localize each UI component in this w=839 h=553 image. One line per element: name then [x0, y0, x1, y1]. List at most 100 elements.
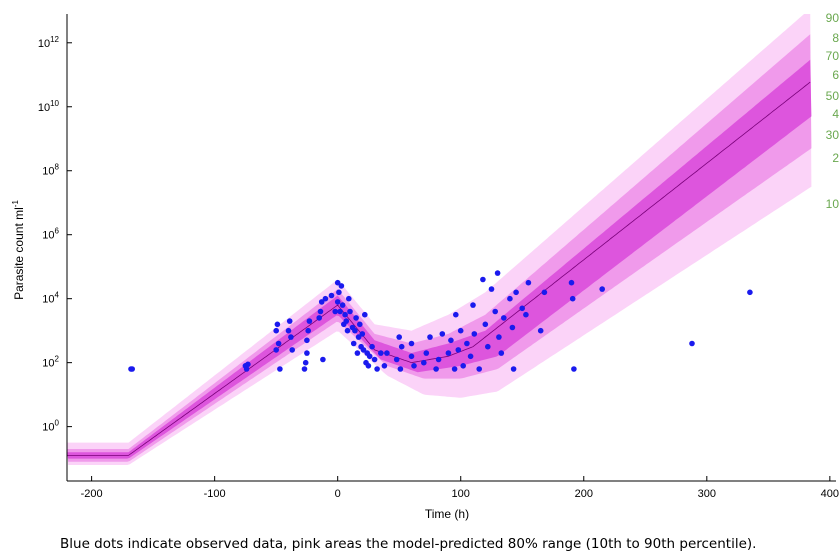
x-tick-label: 200 [575, 488, 593, 500]
data-point [306, 318, 313, 324]
data-point [569, 295, 576, 302]
band-inner [67, 59, 812, 459]
right-edge-label: 50 [825, 89, 839, 103]
data-point [599, 286, 605, 292]
data-point [398, 343, 405, 350]
data-point [448, 337, 454, 344]
observed-points [128, 270, 753, 372]
x-tick-label: 300 [698, 488, 716, 500]
data-point [285, 327, 292, 334]
data-point [501, 315, 507, 321]
data-point [485, 343, 491, 350]
data-point [366, 353, 373, 360]
data-point [371, 356, 378, 363]
data-point [747, 289, 753, 296]
data-point [360, 347, 367, 353]
data-point [353, 315, 359, 321]
data-point [433, 366, 439, 372]
x-tick-label: 400 [821, 488, 839, 500]
data-point [301, 366, 308, 372]
right-edge-label: 2 [832, 151, 839, 165]
right-edge-label: 4 [832, 107, 839, 121]
prediction-bands [67, 14, 812, 465]
data-point [344, 327, 351, 334]
data-point [304, 337, 310, 344]
data-point [445, 350, 452, 356]
right-edge-label: 10 [825, 197, 839, 211]
data-point [427, 334, 433, 340]
right-edge-label: 8 [832, 31, 839, 45]
data-point [347, 308, 353, 315]
data-point [513, 289, 519, 296]
data-point [464, 340, 470, 347]
data-point [393, 356, 400, 363]
data-point [305, 327, 312, 334]
data-point [317, 308, 324, 315]
data-point [316, 315, 323, 321]
y-tick-label: 106 [42, 227, 59, 242]
data-point [476, 366, 483, 372]
data-point [496, 334, 502, 340]
data-point [423, 350, 430, 356]
data-point [571, 366, 577, 372]
y-tick-label: 108 [42, 163, 59, 178]
right-edge-label: 90 [825, 11, 839, 25]
y-tick-label: 1010 [38, 99, 60, 114]
y-axis-label: Parasite count ml-1 [11, 200, 26, 300]
data-point [470, 302, 476, 308]
data-point [480, 276, 486, 283]
data-point [471, 331, 478, 337]
data-point [397, 366, 404, 372]
y-tick-label: 1012 [38, 35, 60, 50]
data-point [304, 350, 310, 356]
data-point [374, 366, 380, 372]
data-point [352, 327, 358, 334]
data-point [460, 363, 467, 369]
data-point [494, 270, 501, 276]
data-point [273, 327, 280, 334]
data-point [523, 311, 529, 318]
data-point [381, 363, 388, 369]
data-point [453, 311, 459, 318]
data-point [357, 321, 363, 328]
right-edge-label: 30 [825, 128, 839, 142]
data-point [467, 353, 474, 360]
data-point [355, 334, 362, 340]
data-point [359, 331, 366, 337]
data-point [322, 295, 329, 302]
data-point [492, 308, 499, 315]
data-point [354, 350, 361, 356]
data-point [365, 363, 372, 369]
data-point [509, 324, 516, 331]
data-point [510, 366, 517, 372]
data-point [482, 321, 489, 328]
data-point [408, 353, 415, 360]
data-point [498, 350, 505, 356]
right-edge-label: 70 [825, 49, 839, 63]
data-point [343, 318, 350, 324]
data-point [129, 366, 135, 372]
data-point [541, 289, 548, 296]
data-point [289, 347, 296, 353]
data-point [342, 311, 348, 318]
data-point [328, 292, 335, 299]
data-point [411, 363, 417, 369]
data-point [346, 295, 352, 302]
data-point [369, 343, 375, 350]
data-point [245, 361, 251, 368]
data-point [318, 299, 325, 305]
data-point [568, 279, 575, 286]
data-point [274, 321, 281, 328]
data-point [362, 311, 368, 318]
data-point [336, 289, 342, 296]
x-tick-label: -200 [81, 488, 103, 500]
data-point [286, 318, 293, 324]
data-point [338, 283, 345, 289]
x-tick-label: 100 [452, 488, 470, 500]
data-point [334, 279, 341, 286]
data-point [339, 302, 346, 308]
data-point [408, 340, 415, 347]
x-axis-label: Time (h) [425, 507, 469, 521]
data-point [384, 350, 390, 356]
